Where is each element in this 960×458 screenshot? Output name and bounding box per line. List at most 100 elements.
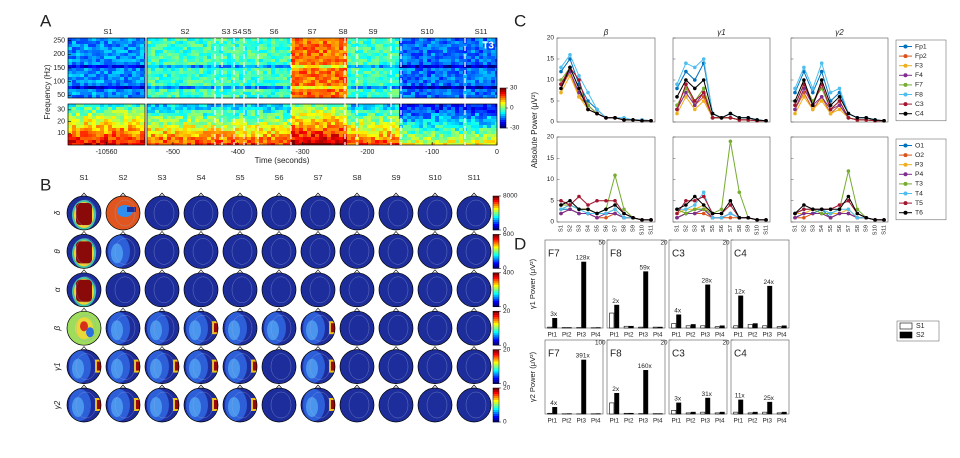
scalp-outline [339,272,375,308]
spectrogram-cell [239,74,243,77]
colorbar-tick-label: 0 [503,227,507,234]
spectrogram-cell [128,86,132,89]
spectrogram-cell [407,77,411,80]
spectrogram-cell [136,125,140,128]
spectrogram-cell [391,47,395,50]
spectrogram-cell [431,92,435,95]
spectrogram-cell [367,77,371,80]
spectrogram-cell [475,62,479,65]
spectrogram-cell [315,41,319,44]
spectrogram-cell [243,89,247,92]
spectrogram-cell [339,107,343,110]
spectrogram-cell [183,62,187,65]
spectrogram-cell [395,53,399,56]
spectrogram-cell [423,134,427,137]
spectrogram-cell [307,83,311,86]
spectrogram-cell [447,86,451,89]
spectrogram-cell [136,53,140,56]
spectrogram-cell [171,68,175,71]
colorbar-frame [492,387,500,423]
spectrogram-cell [171,140,175,143]
series-marker [837,86,842,91]
spectrogram-cell [443,122,447,125]
spectrogram-cell [407,89,411,92]
spectrogram-cell [120,119,124,122]
colorbar-cell [493,216,499,219]
spectrogram-cell [100,128,104,131]
contour [465,315,487,342]
contour [153,276,175,303]
spectrogram-cell [144,128,145,131]
spectrogram-cell [199,83,203,86]
spectrogram-cell [471,68,475,71]
spectrogram-cell [435,125,439,128]
spectrogram-cell [419,53,423,56]
spectrogram-cell [411,80,415,83]
spectrogram-cell [455,74,459,77]
colorbar-cell [493,278,499,281]
spectrogram-cell [80,140,84,143]
spectrogram-cell [495,47,497,50]
series-marker [837,103,842,107]
spectrogram-cell [215,38,219,41]
spectrogram-cell [68,104,72,107]
spectrogram-cell [255,104,259,107]
spectrogram-cell [251,74,255,77]
spectrogram-cell [231,137,235,140]
spectrogram-cell [215,137,219,140]
spectrogram-cell [147,62,151,65]
spectrogram-cell [383,65,387,68]
blob [86,327,94,338]
spectrogram-cell [363,104,367,107]
spectrogram-cell [391,113,395,116]
series-marker [631,118,635,122]
spectrogram-cell [315,122,319,125]
spectrogram-cell [371,140,375,143]
spectrogram-cell [335,116,339,119]
spectrogram-cell [259,83,263,86]
spectrogram-cell [495,122,497,125]
colorbar-frame [492,349,500,384]
spectrogram-cell [259,62,263,65]
blob [111,358,123,379]
spectrogram-cell [459,143,463,145]
scalp-outline [378,310,414,346]
spectrogram-cell [159,137,163,140]
scalp-outline [183,234,219,269]
spectrogram-cell [267,77,271,80]
spectrogram-cell [335,104,339,107]
spectrogram-cell [427,92,431,95]
spectrogram-cell [387,74,391,77]
spectrogram-cell [487,140,491,143]
spectrogram-cell [363,110,367,113]
spectrogram-cell [84,50,88,53]
spectrogram-cell [375,56,379,59]
spectrogram-cell [315,38,319,41]
spectrogram-cell [387,110,391,113]
topomap [340,349,374,384]
series-marker [828,107,833,112]
spectrogram-cell [491,95,495,98]
head-nose [392,384,400,389]
spectrogram-cell [371,50,375,53]
spectrogram-cell [80,116,84,119]
spectrogram-cell [243,116,247,119]
spectrogram-cell [331,89,335,92]
spectrogram-cell [231,107,235,110]
spectrogram-cell [359,41,363,44]
spectrogram-cell [411,62,415,65]
epoch-label: S7 [307,27,316,36]
spectrogram-cell [104,41,108,44]
spectrogram-cell [447,44,451,47]
x-tick-label: S4 [586,224,592,232]
spectrogram-cell [247,50,251,53]
spectrogram-cell [335,53,339,56]
spectrogram-cell [443,137,447,140]
spectrogram-cell [219,104,223,107]
spectrogram-cell [407,59,411,62]
contour [192,238,214,265]
topomap [379,196,413,230]
spectrogram-cell [479,143,483,145]
spectrogram-cell [215,44,219,47]
colorbar-cell [500,90,506,93]
